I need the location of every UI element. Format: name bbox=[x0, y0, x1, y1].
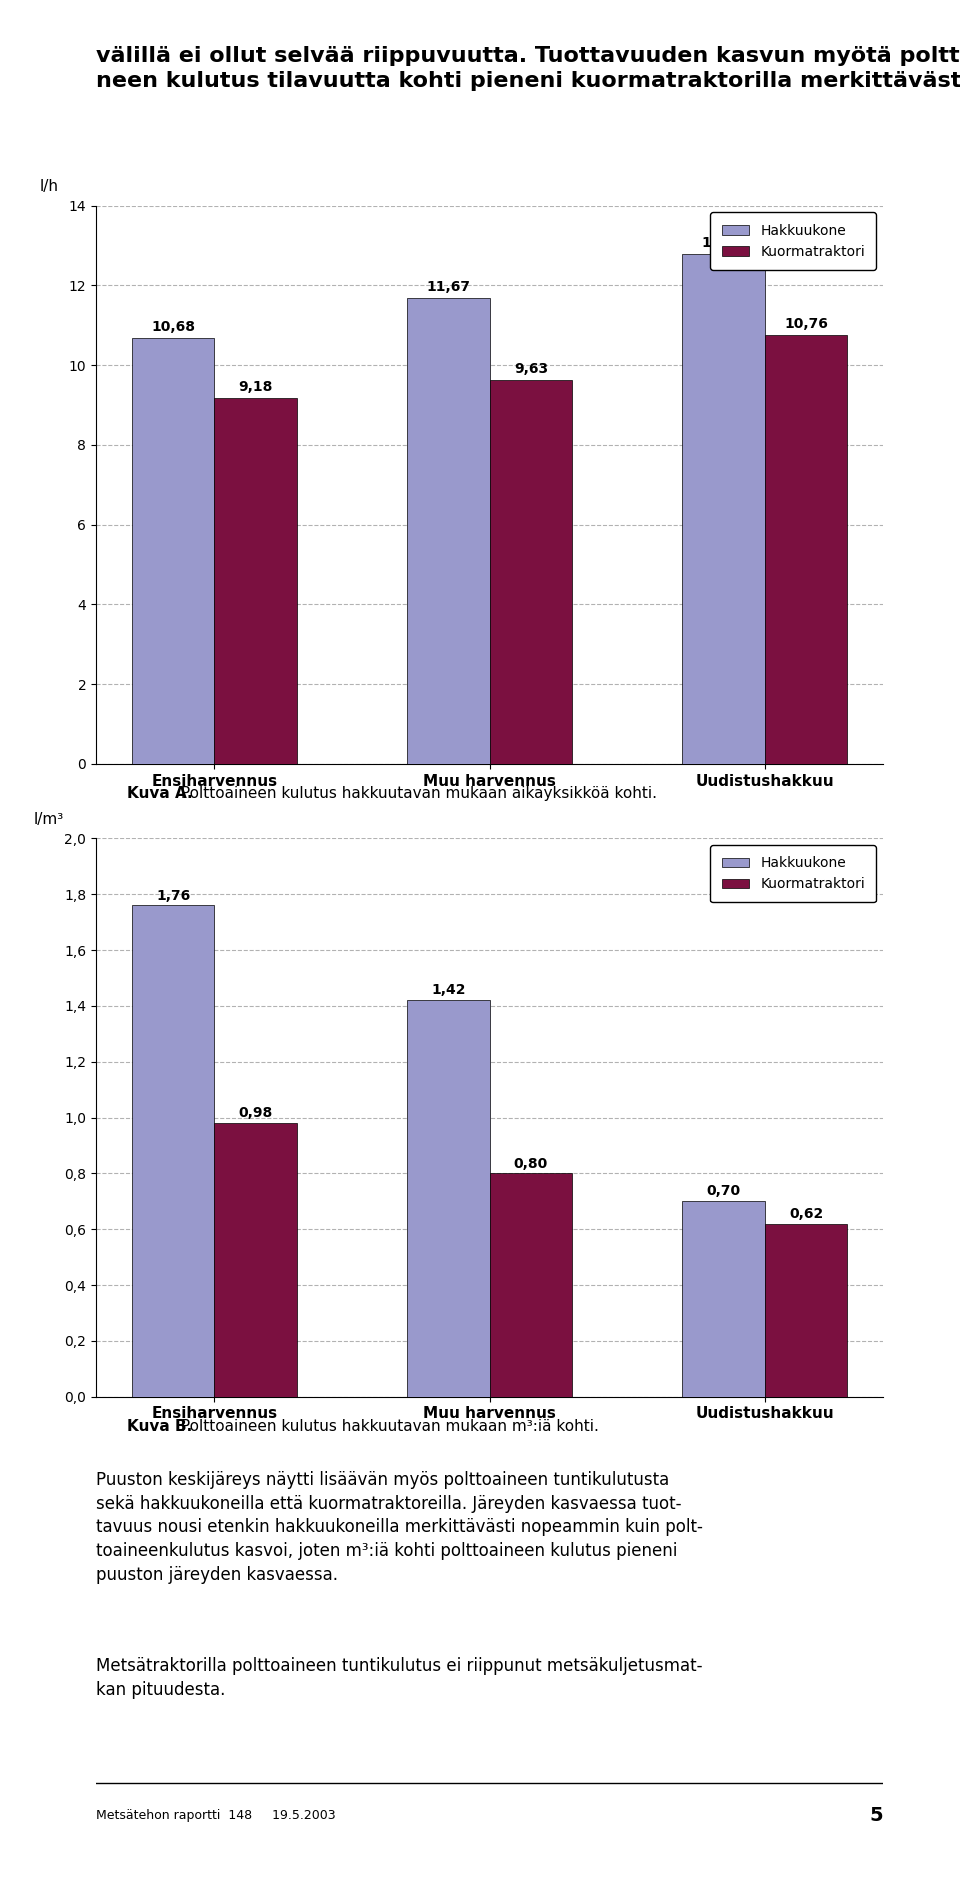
Bar bbox=[214, 397, 297, 764]
Bar bbox=[490, 380, 572, 764]
Bar bbox=[490, 1174, 572, 1396]
Bar bbox=[765, 1224, 848, 1396]
Y-axis label: l/h: l/h bbox=[39, 179, 59, 194]
Text: Metsätraktorilla polttoaineen tuntikulutus ei riippunut metsäkuljetusmat-
kan pi: Metsätraktorilla polttoaineen tuntikulut… bbox=[96, 1657, 703, 1699]
Legend: Hakkuukone, Kuormatraktori: Hakkuukone, Kuormatraktori bbox=[710, 846, 876, 902]
Text: 10,76: 10,76 bbox=[784, 317, 828, 331]
Text: 12,79: 12,79 bbox=[702, 236, 746, 249]
Text: Polttoaineen kulutus hakkuutavan mukaan m³:iä kohti.: Polttoaineen kulutus hakkuutavan mukaan … bbox=[177, 1419, 599, 1434]
Text: 0,70: 0,70 bbox=[707, 1184, 740, 1199]
Bar bbox=[407, 999, 490, 1396]
Bar bbox=[683, 255, 765, 764]
Text: 0,80: 0,80 bbox=[514, 1157, 548, 1170]
Bar bbox=[683, 1201, 765, 1396]
Text: 10,68: 10,68 bbox=[151, 319, 195, 334]
Legend: Hakkuukone, Kuormatraktori: Hakkuukone, Kuormatraktori bbox=[710, 213, 876, 270]
Text: 9,63: 9,63 bbox=[514, 361, 548, 376]
Text: Metsätehon raportti  148     19.5.2003: Metsätehon raportti 148 19.5.2003 bbox=[96, 1809, 336, 1822]
Text: 0,62: 0,62 bbox=[789, 1206, 824, 1222]
Text: 1,76: 1,76 bbox=[156, 889, 190, 902]
Text: 9,18: 9,18 bbox=[238, 380, 273, 393]
Bar bbox=[132, 904, 214, 1396]
Text: Polttoaineen kulutus hakkuutavan mukaan aikayksikköä kohti.: Polttoaineen kulutus hakkuutavan mukaan … bbox=[177, 787, 658, 802]
Bar bbox=[132, 338, 214, 764]
Text: 1,42: 1,42 bbox=[431, 984, 466, 998]
Y-axis label: l/m³: l/m³ bbox=[34, 811, 64, 826]
Text: 0,98: 0,98 bbox=[238, 1106, 273, 1121]
Text: Kuva A.: Kuva A. bbox=[128, 787, 193, 802]
Text: Kuva B.: Kuva B. bbox=[128, 1419, 193, 1434]
Text: välillä ei ollut selvää riippuvuutta. Tuottavuuden kasvun myötä polttoai-
neen k: välillä ei ollut selvää riippuvuutta. Tu… bbox=[96, 46, 960, 91]
Bar bbox=[407, 298, 490, 764]
Text: 11,67: 11,67 bbox=[426, 281, 470, 294]
Text: 5: 5 bbox=[870, 1807, 883, 1826]
Bar bbox=[765, 334, 848, 764]
Text: Puuston keskijäreys näytti lisäävän myös polttoaineen tuntikulutusta
sekä hakkuu: Puuston keskijäreys näytti lisäävän myös… bbox=[96, 1471, 703, 1583]
Bar bbox=[214, 1123, 297, 1396]
